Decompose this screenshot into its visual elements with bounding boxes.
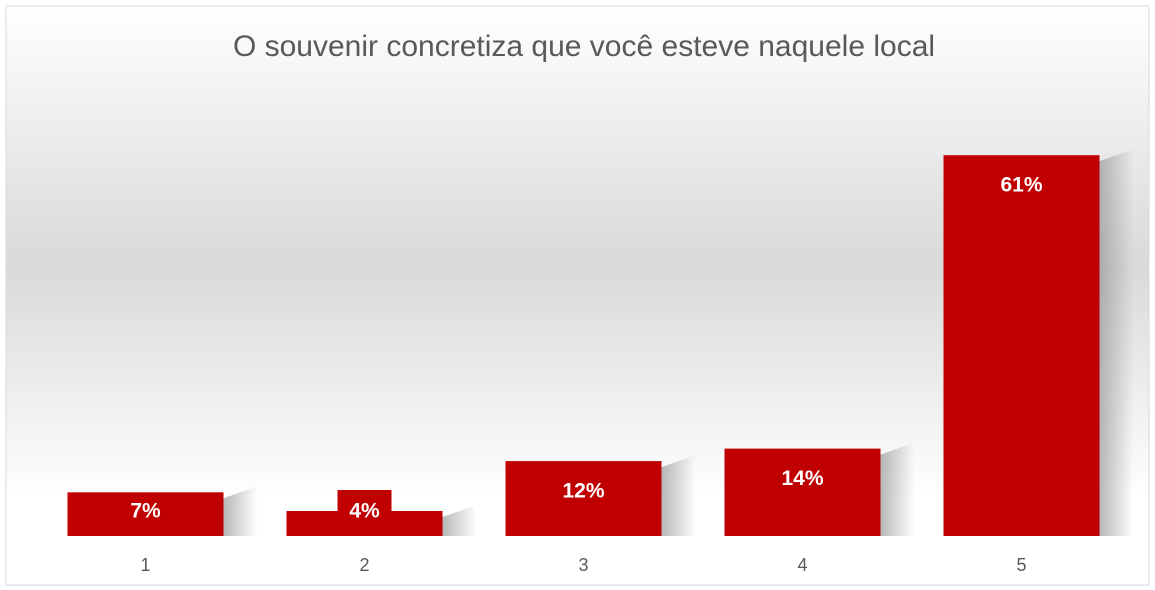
bar-shadow	[223, 486, 258, 536]
bar-shadow	[661, 455, 696, 536]
value-label: 61%	[1000, 174, 1042, 197]
x-tick-label: 5	[1016, 555, 1026, 575]
bar-shadow	[442, 505, 477, 536]
bar	[943, 155, 1100, 536]
value-label: 7%	[130, 500, 161, 523]
bar	[724, 448, 881, 536]
bar	[67, 492, 224, 536]
x-tick-label: 2	[359, 555, 369, 575]
bar-shadow	[1099, 149, 1134, 536]
value-label: 14%	[781, 467, 823, 490]
value-label: 12%	[562, 480, 604, 503]
x-tick-label: 1	[140, 555, 150, 575]
chart-title: O souvenir concretiza que você esteve na…	[233, 30, 935, 63]
bar	[505, 461, 662, 536]
value-label-box	[337, 490, 392, 534]
x-tick-label: 3	[578, 555, 588, 575]
bar-shadow	[880, 442, 915, 536]
x-tick-label: 4	[797, 555, 807, 575]
value-label: 4%	[349, 500, 380, 523]
